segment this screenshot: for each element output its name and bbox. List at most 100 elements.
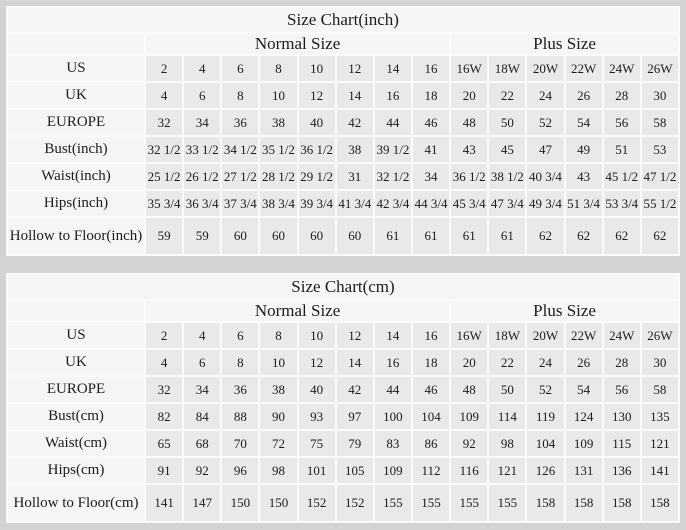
size-cell: 50: [489, 110, 526, 135]
size-cell: 18: [412, 83, 450, 108]
size-cell: 61: [451, 218, 488, 254]
size-cell: 62: [641, 218, 678, 254]
size-cell: 6: [222, 323, 259, 348]
size-cell: 121: [641, 431, 678, 456]
size-cell: 54: [565, 377, 602, 402]
size-cell: 30: [641, 350, 678, 375]
size-cell: 104: [527, 431, 564, 456]
size-cell: 36 1/2: [451, 164, 488, 189]
group-header-plus-size: Plus Size: [451, 301, 678, 321]
size-cell: 155: [374, 485, 411, 521]
size-cell: 60: [298, 218, 335, 254]
table-title: Size Chart(cm): [8, 275, 678, 299]
size-cell: 53: [641, 137, 678, 162]
size-cell: 54: [565, 110, 602, 135]
size-cell: 90: [260, 404, 297, 429]
size-cell: 135: [641, 404, 678, 429]
size-cell: 92: [451, 431, 488, 456]
size-cell: 14: [374, 323, 411, 348]
size-cell: 26 1/2: [184, 164, 221, 189]
size-cell: 24W: [603, 56, 640, 81]
size-cell: 68: [184, 431, 221, 456]
size-cell: 152: [336, 485, 373, 521]
size-cell: 51: [603, 137, 640, 162]
size-cell: 44: [374, 110, 411, 135]
size-cell: 42 3/4: [374, 191, 411, 216]
size-cell: 32 1/2: [374, 164, 411, 189]
size-cell: 61: [374, 218, 411, 254]
size-cell: 24: [527, 83, 564, 108]
row-label: US: [8, 56, 144, 81]
size-cell: 53 3/4: [603, 191, 640, 216]
size-cell: 46: [412, 377, 450, 402]
size-cell: 40 3/4: [527, 164, 564, 189]
size-cell: 35 1/2: [260, 137, 297, 162]
size-cell: 10: [298, 56, 335, 81]
size-cell: 59: [184, 218, 221, 254]
row-label: EUROPE: [8, 377, 144, 402]
size-cell: 26W: [641, 323, 678, 348]
size-cell: 47 3/4: [489, 191, 526, 216]
size-chart-inch-table: Size Chart(inch) Normal Size Plus Size US 2 4…: [6, 6, 680, 256]
size-cell: 109: [565, 431, 602, 456]
size-cell: 16: [374, 350, 411, 375]
size-cell: 38 1/2: [489, 164, 526, 189]
size-cell: 14: [374, 56, 411, 81]
size-cell: 119: [527, 404, 564, 429]
size-cell: 158: [527, 485, 564, 521]
size-cell: 38: [260, 377, 297, 402]
size-cell: 2: [146, 56, 183, 81]
size-cell: 50: [489, 377, 526, 402]
size-cell: 28 1/2: [260, 164, 297, 189]
size-cell: 30: [641, 83, 678, 108]
size-cell: 158: [565, 485, 602, 521]
table-row: Waist(inch) 25 1/2 26 1/2 27 1/2 28 1/2 29 1/…: [8, 164, 678, 189]
size-cell: 84: [184, 404, 221, 429]
size-cell: 12: [336, 56, 373, 81]
size-cell: 26: [565, 83, 602, 108]
size-cell: 6: [222, 56, 259, 81]
size-cell: 55 1/2: [641, 191, 678, 216]
size-cell: 12: [336, 323, 373, 348]
size-cell: 98: [489, 431, 526, 456]
size-cell: 20: [451, 83, 488, 108]
corner-cell: [8, 34, 144, 54]
size-cell: 48: [451, 110, 488, 135]
group-header-row: Normal Size Plus Size: [8, 301, 678, 321]
table-row: EUROPE 32 34 36 38 40 42 44 46 48 50 52 54 56 58: [8, 110, 678, 135]
size-cell: 32: [146, 110, 183, 135]
table-row: Waist(cm) 65 68 70 72 75 79 83 86 92 98 104 109 115 12…: [8, 431, 678, 456]
size-cell: 75: [298, 431, 335, 456]
size-cell: 62: [603, 218, 640, 254]
size-cell: 79: [336, 431, 373, 456]
row-label: UK: [8, 83, 144, 108]
size-cell: 70: [222, 431, 259, 456]
size-cell: 93: [298, 404, 335, 429]
size-cell: 155: [489, 485, 526, 521]
size-cell: 112: [412, 458, 450, 483]
size-cell: 141: [641, 458, 678, 483]
size-cell: 86: [412, 431, 450, 456]
size-cell: 52: [527, 110, 564, 135]
size-cell: 22W: [565, 56, 602, 81]
table-row: Hollow to Floor(inch) 59 59 60 60 60 60 61 61 61 6…: [8, 218, 678, 254]
table-row: UK 4 6 8 10 12 14 16 18 20 22 24 26 28 30: [8, 350, 678, 375]
size-cell: 18W: [489, 56, 526, 81]
size-cell: 39 1/2: [374, 137, 411, 162]
size-cell: 14: [336, 83, 373, 108]
size-cell: 16W: [451, 56, 488, 81]
size-cell: 36: [222, 110, 259, 135]
size-cell: 45 3/4: [451, 191, 488, 216]
size-cell: 91: [146, 458, 183, 483]
size-cell: 42: [336, 110, 373, 135]
size-cell: 45 1/2: [603, 164, 640, 189]
row-label: Waist(inch): [8, 164, 144, 189]
size-cell: 121: [489, 458, 526, 483]
size-cell: 40: [298, 377, 335, 402]
size-cell: 88: [222, 404, 259, 429]
size-cell: 65: [146, 431, 183, 456]
size-cell: 60: [222, 218, 259, 254]
table-row: US 2 4 6 8 10 12 14 16 16W 18W 20W 22W 24W 26W: [8, 56, 678, 81]
size-cell: 136: [603, 458, 640, 483]
